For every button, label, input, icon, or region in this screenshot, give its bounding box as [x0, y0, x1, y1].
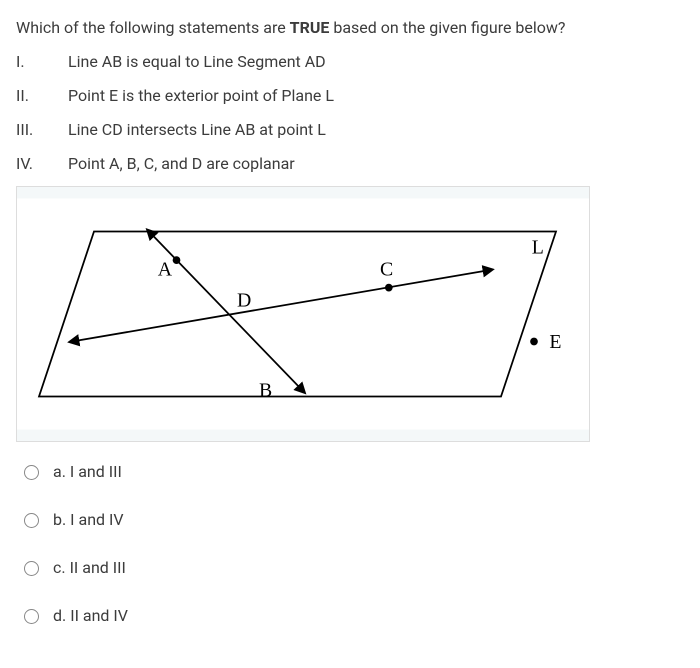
statement-row: II. Point E is the exterior point of Pla… — [16, 84, 684, 108]
radio-icon — [24, 609, 39, 624]
statement-text: Point A, B, C, and D are coplanar — [68, 152, 295, 176]
option-label: d. II and IV — [53, 604, 128, 628]
option-label: b. I and IV — [53, 508, 124, 532]
option-a[interactable]: a. I and III — [16, 460, 684, 484]
svg-text:C: C — [380, 259, 393, 281]
radio-icon — [24, 561, 39, 576]
radio-icon — [24, 513, 39, 528]
statement-num: III. — [16, 118, 68, 142]
statement-row: I. Line AB is equal to Line Segment AD — [16, 50, 684, 74]
figure-svg: L A B C D E — [17, 187, 589, 441]
svg-text:A: A — [158, 259, 173, 281]
statement-num: IV. — [16, 152, 68, 176]
svg-text:D: D — [237, 289, 251, 311]
question-lead-pre: Which of the following statements are — [16, 18, 290, 37]
statement-row: IV. Point A, B, C, and D are coplanar — [16, 152, 684, 176]
statement-text: Line CD intersects Line AB at point L — [68, 118, 326, 142]
option-c[interactable]: c. II and III — [16, 556, 684, 580]
statement-num: II. — [16, 84, 68, 108]
geometry-figure: L A B C D E — [16, 186, 590, 442]
options-list: a. I and III b. I and IV c. II and III d… — [16, 460, 684, 628]
radio-icon — [24, 465, 39, 480]
statement-row: III. Line CD intersects Line AB at point… — [16, 118, 684, 142]
option-label: c. II and III — [53, 556, 126, 580]
statement-text: Line AB is equal to Line Segment AD — [68, 50, 326, 74]
statement-num: I. — [16, 50, 68, 74]
question-text: Which of the following statements are TR… — [16, 16, 684, 40]
option-d[interactable]: d. II and IV — [16, 604, 684, 628]
question-lead-post: based on the given figure below? — [329, 18, 565, 37]
statement-text: Point E is the exterior point of Plane L — [68, 84, 334, 108]
question-bold: TRUE — [290, 18, 330, 37]
svg-text:B: B — [259, 380, 272, 402]
svg-text:E: E — [549, 331, 561, 353]
svg-text:L: L — [532, 237, 544, 259]
option-b[interactable]: b. I and IV — [16, 508, 684, 532]
option-label: a. I and III — [53, 460, 122, 484]
